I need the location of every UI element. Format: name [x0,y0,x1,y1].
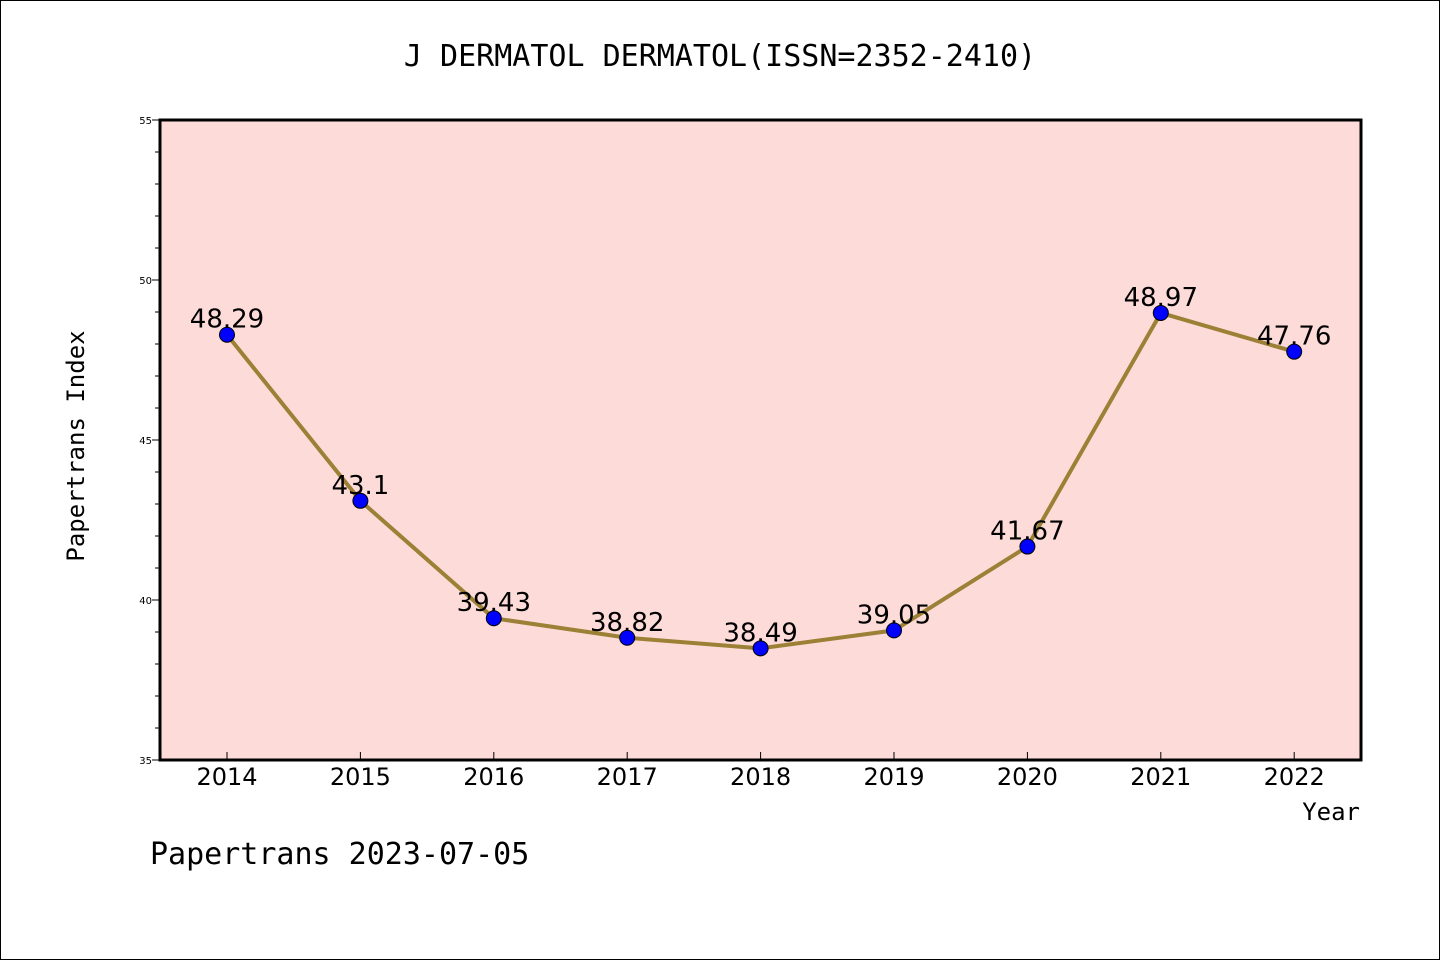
data-label: 48.29 [190,305,264,335]
data-label: 38.49 [723,618,797,648]
data-point [485,610,502,627]
data-label: 47.76 [1257,322,1331,352]
y-tick-label: 45 [139,436,152,447]
chart-title: J DERMATOL DERMATOL(ISSN=2352-2410) [404,39,1036,74]
y-axis: 35 40 45 50 55 [139,116,160,767]
data-label: 41.67 [990,517,1064,547]
data-point [352,492,369,509]
data-point [1152,304,1169,321]
data-point [219,326,235,343]
data-point [619,629,636,646]
x-tick-label: 2020 [997,763,1058,791]
data-points [219,304,1303,657]
x-tick-label: 2015 [330,763,391,791]
x-tick-label: 2016 [463,763,524,791]
x-tick-label: 2018 [730,763,791,791]
y-axis-label: Papertrans Index [62,330,90,561]
data-label: 39.43 [457,588,531,618]
data-point [752,640,769,657]
data-point [886,622,902,639]
y-tick-label: 50 [139,276,152,287]
data-label: 39.05 [857,600,931,630]
data-labels: 48.29 43.1 39.43 38.82 38.49 39.05 41.67 48.97 4… [190,283,1332,648]
y-tick-label: 40 [139,596,152,607]
x-axis: 2014 2015 2016 2017 2018 2019 2020 2021 2022 [196,752,1325,791]
data-label: 38.82 [590,608,664,638]
plot-area [158,118,1363,762]
x-tick-label: 2019 [863,763,924,791]
x-tick-label: 2017 [597,763,658,791]
data-point [1286,343,1303,360]
y-tick-label: 35 [139,756,152,767]
data-point [1019,538,1036,555]
data-label: 43.1 [331,471,389,501]
y-tick-label: 55 [139,116,152,127]
x-tick-label: 2022 [1264,763,1325,791]
x-axis-label: Year [1302,798,1360,826]
data-label: 48.97 [1124,283,1198,313]
x-tick-label: 2014 [196,763,257,791]
x-tick-label: 2021 [1130,763,1191,791]
footer-text: Papertrans 2023-07-05 [150,837,529,872]
